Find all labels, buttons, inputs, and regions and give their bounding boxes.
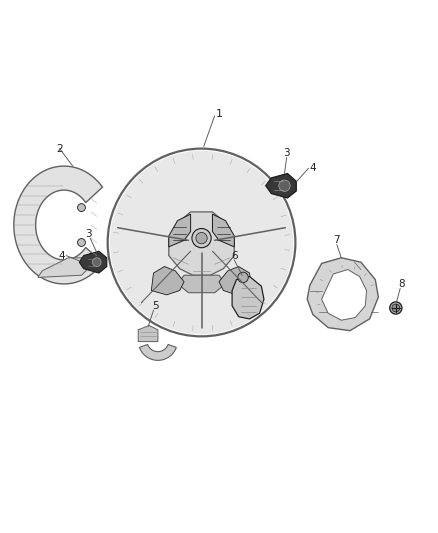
Text: 4: 4 [59,251,65,261]
Polygon shape [14,166,102,284]
Polygon shape [151,266,184,295]
Text: 8: 8 [398,279,404,289]
Polygon shape [169,214,191,247]
Text: 1: 1 [215,109,223,119]
Polygon shape [38,258,92,277]
Polygon shape [79,251,107,273]
Polygon shape [321,270,367,320]
Circle shape [196,232,207,244]
Polygon shape [212,214,234,247]
Circle shape [238,272,248,282]
Polygon shape [266,174,296,198]
Text: 3: 3 [283,148,290,158]
Polygon shape [138,326,158,342]
Circle shape [279,180,290,191]
Text: 6: 6 [231,251,237,261]
Text: 5: 5 [152,301,159,311]
Circle shape [92,258,101,266]
Polygon shape [169,212,234,275]
Text: 3: 3 [85,229,92,239]
Circle shape [192,229,211,248]
Circle shape [392,304,400,312]
Polygon shape [139,344,177,360]
Polygon shape [219,266,252,295]
Text: 7: 7 [333,235,339,245]
Polygon shape [177,275,226,293]
Circle shape [78,204,85,212]
Circle shape [78,239,85,246]
Text: 2: 2 [57,143,63,154]
Text: 4: 4 [310,163,316,173]
Circle shape [390,302,402,314]
Polygon shape [232,277,264,319]
Polygon shape [307,258,378,330]
